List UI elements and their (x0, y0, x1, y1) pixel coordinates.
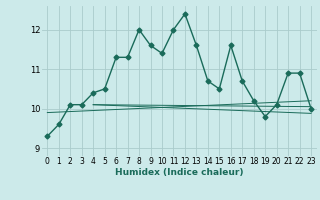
X-axis label: Humidex (Indice chaleur): Humidex (Indice chaleur) (115, 168, 244, 177)
